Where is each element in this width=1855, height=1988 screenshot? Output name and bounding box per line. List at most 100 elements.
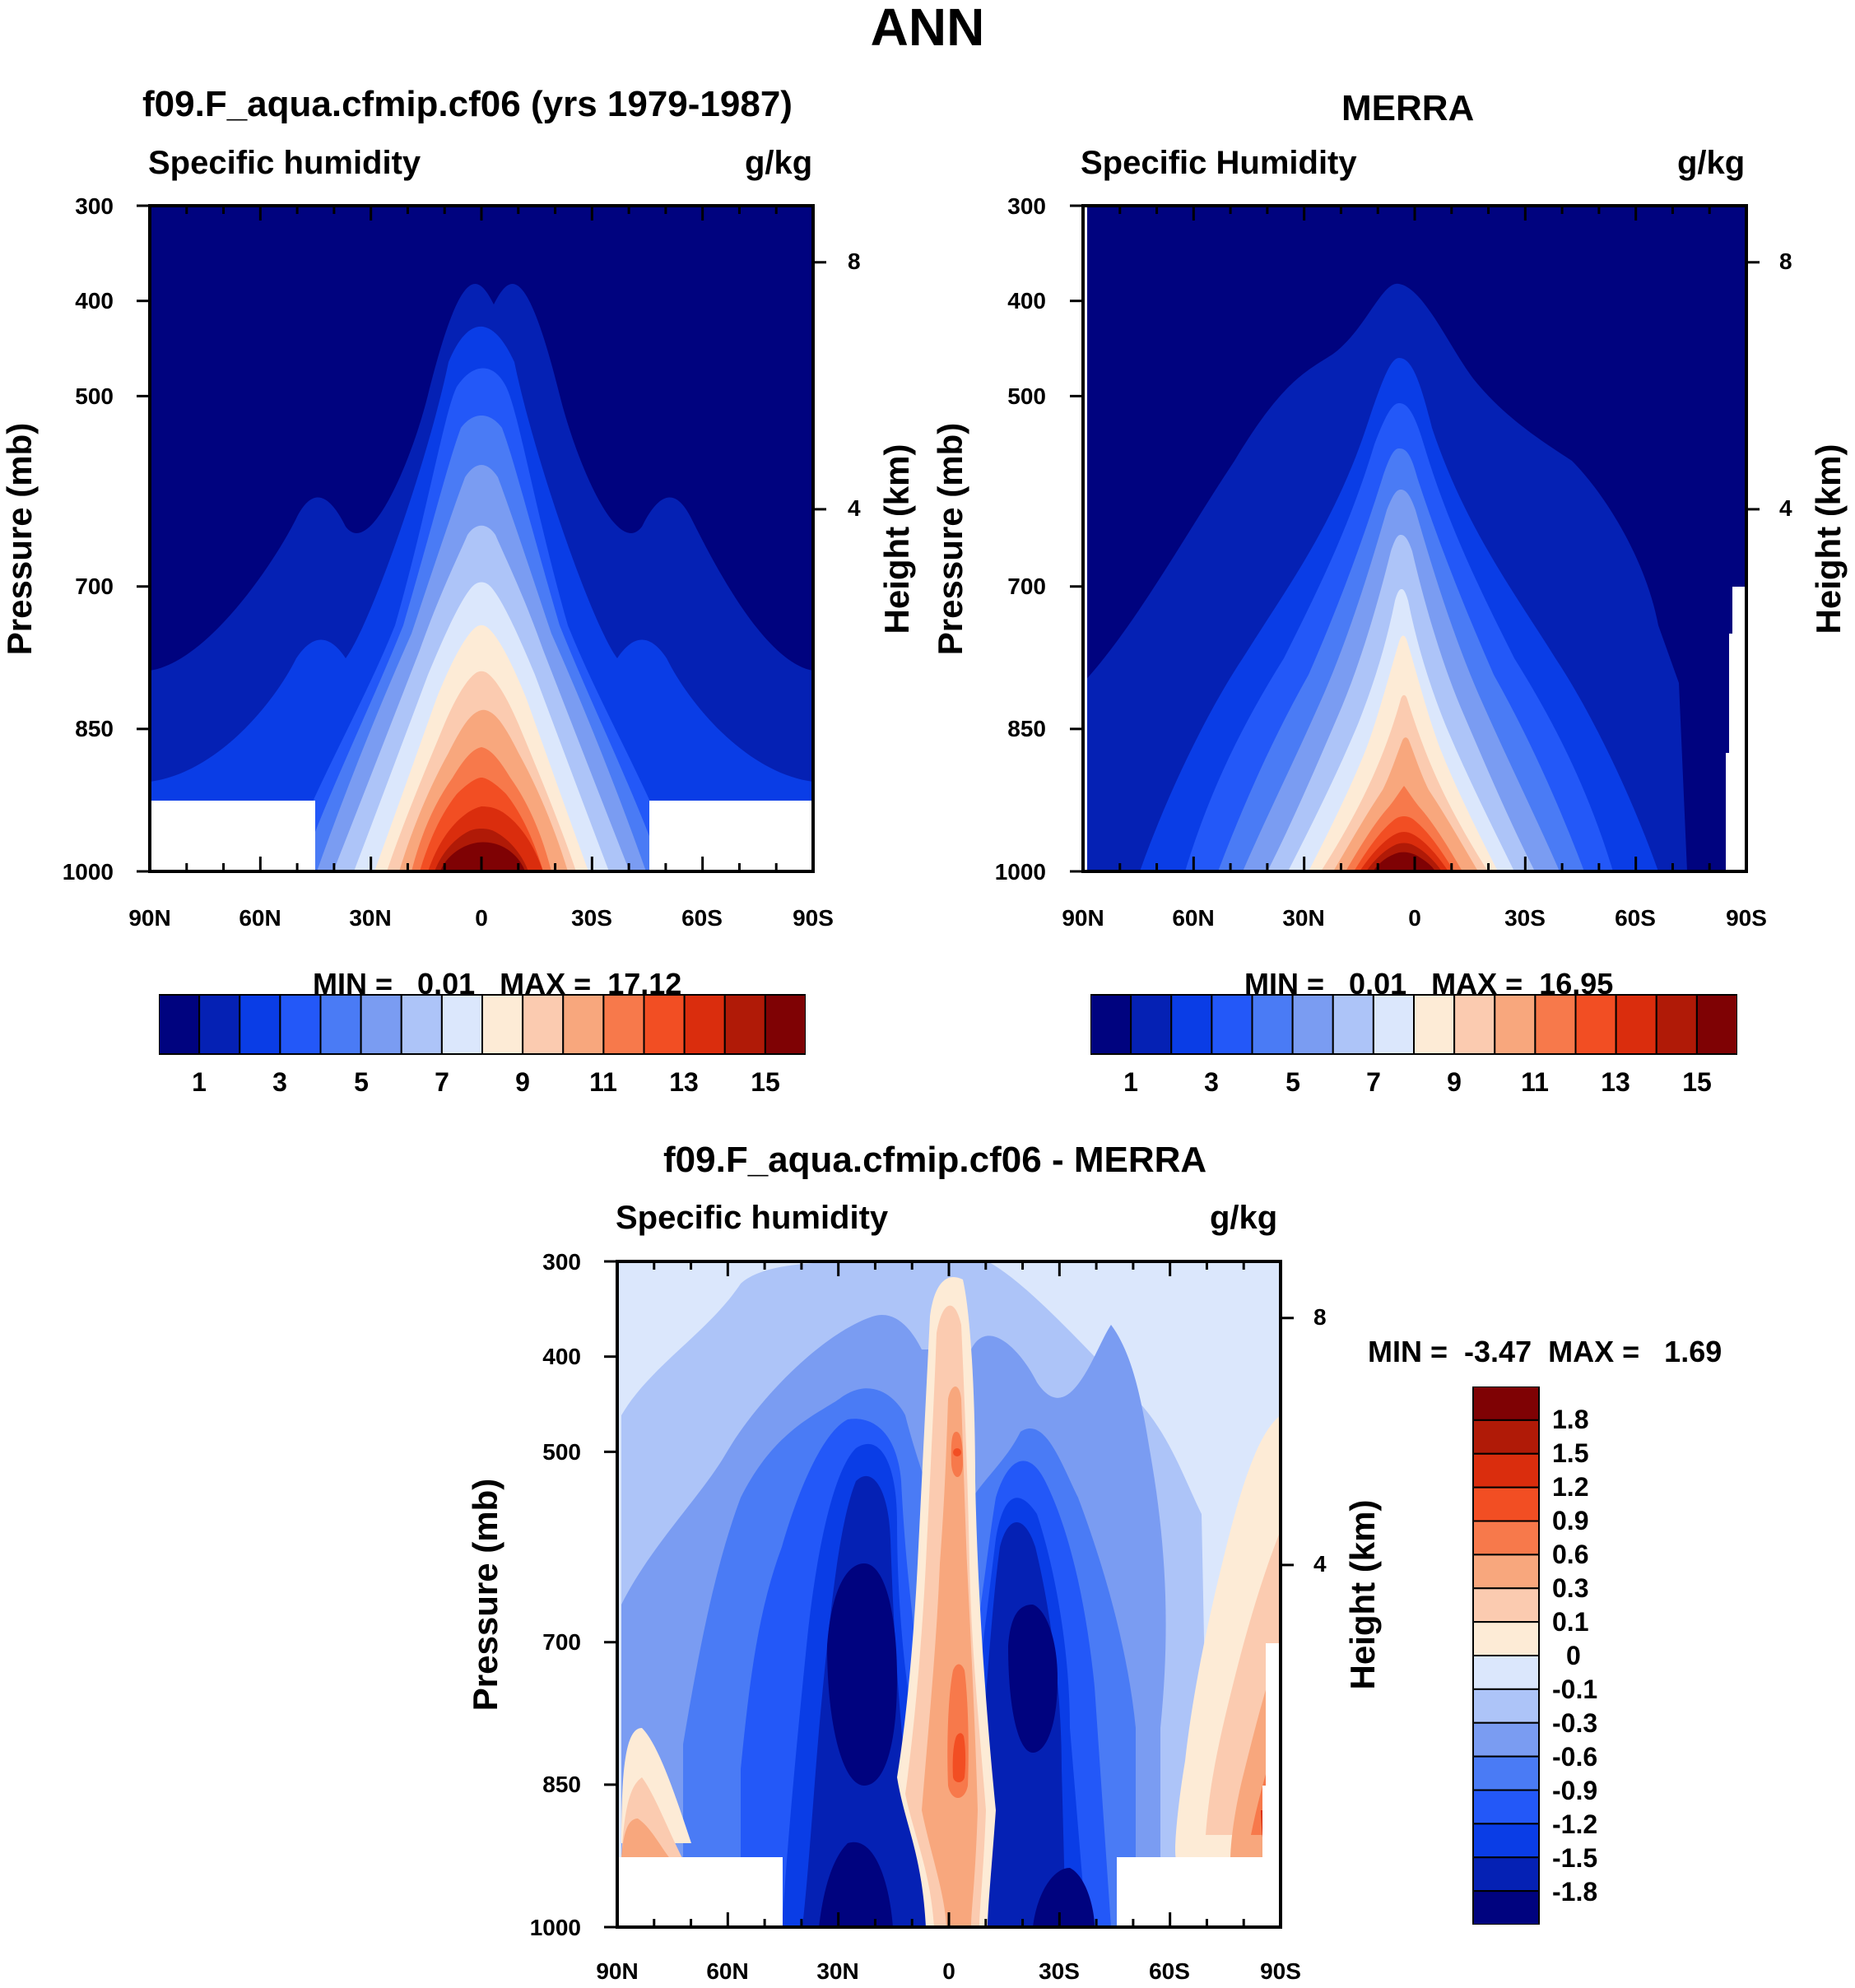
colorbar-swatch: [1453, 994, 1496, 1055]
p3-htick-4: 4: [1313, 1551, 1327, 1577]
p2-ylabel: Pressure (mb): [931, 422, 969, 656]
p2-cb-label-9: 9: [1447, 1067, 1462, 1097]
p2-xtick-90S: 90S: [1726, 905, 1767, 931]
p2-htick-8: 8: [1779, 248, 1792, 274]
p3-htick-8: 8: [1313, 1304, 1327, 1330]
p1-colorbar: [159, 994, 806, 1055]
p1-cb-label-11: 11: [589, 1067, 617, 1097]
p3-xtick-90S: 90S: [1260, 1958, 1301, 1984]
p3-xtick-90N: 90N: [596, 1958, 639, 1984]
p2-ylabel-right: Height (km): [1809, 444, 1848, 634]
panel3-title: f09.F_aqua.cfmip.cf06 - MERRA: [663, 1140, 1207, 1180]
p1-ytick-400: 400: [75, 288, 114, 314]
colorbar-swatch: [1472, 1856, 1540, 1893]
p3-max-label: MAX =: [1548, 1335, 1640, 1368]
p3-cb-label-4: 0.6: [1552, 1540, 1589, 1569]
p3-cb-label-6: 0.1: [1552, 1607, 1589, 1637]
colorbar-swatch: [400, 994, 443, 1055]
colorbar-swatch: [1291, 994, 1334, 1055]
panel3-plot: [604, 1260, 1294, 1929]
p2-cb-label-7: 7: [1366, 1067, 1381, 1097]
colorbar-swatch: [1615, 994, 1657, 1055]
p1-htick-4: 4: [848, 495, 861, 521]
colorbar-swatch: [1332, 994, 1374, 1055]
p2-htick-4: 4: [1779, 495, 1792, 521]
p3-cb-label-8: -0.1: [1552, 1674, 1598, 1704]
p3-ytick-400: 400: [542, 1344, 581, 1369]
p1-ytick-700: 700: [75, 574, 114, 599]
p3-xtick-30N: 30N: [816, 1958, 859, 1984]
colorbar-swatch: [319, 994, 362, 1055]
colorbar-swatch: [1090, 994, 1132, 1055]
colorbar-swatch: [1372, 994, 1416, 1055]
p1-ytick-1000: 1000: [62, 859, 114, 885]
p1-mask-right: [649, 801, 813, 871]
p3-cb-label-13: -1.5: [1552, 1843, 1598, 1873]
panel2-title: MERRA: [1341, 88, 1475, 128]
p2-ytick-500: 500: [1007, 383, 1046, 409]
colorbar-swatch: [1472, 1655, 1540, 1690]
colorbar-swatch: [1472, 1452, 1540, 1489]
p2-cb-label-13: 13: [1601, 1067, 1630, 1097]
p1-xtick-30S: 30S: [571, 905, 612, 931]
p1-ytick-850: 850: [75, 716, 114, 741]
p1-xtick-30N: 30N: [349, 905, 392, 931]
p1-cb-label-7: 7: [435, 1067, 449, 1097]
colorbar-swatch: [522, 994, 565, 1055]
p3-ytick-1000: 1000: [529, 1915, 581, 1940]
p3-pos-07: [953, 1448, 961, 1456]
p3-colorbar: [1472, 1386, 1540, 1925]
colorbar-swatch: [1472, 1755, 1540, 1791]
p1-cb-label-5: 5: [354, 1067, 369, 1097]
p1-ytick-300: 300: [75, 193, 114, 219]
p2-cb-label-11: 11: [1521, 1067, 1549, 1097]
p3-cb-label-12: -1.2: [1552, 1809, 1598, 1839]
colorbar-swatch: [1472, 1419, 1540, 1455]
colorbar-swatch: [1574, 994, 1617, 1055]
p1-xtick-60N: 60N: [239, 905, 281, 931]
p2-xtick-90N: 90N: [1062, 905, 1104, 931]
colorbar-swatch: [723, 994, 766, 1055]
colorbar-swatch: [1472, 1688, 1540, 1724]
p3-mask-c: [1262, 1643, 1281, 1927]
p2-cb-label-1: 1: [1123, 1067, 1138, 1097]
colorbar-swatch: [1472, 1789, 1540, 1825]
p1-cb-label-13: 13: [669, 1067, 699, 1097]
p3-ytick-500: 500: [542, 1439, 581, 1465]
p1-xtick-0: 0: [475, 905, 488, 931]
colorbar-swatch: [1472, 1890, 1540, 1925]
p3-min-label: MIN =: [1368, 1335, 1448, 1368]
p2-ytick-850: 850: [1007, 716, 1046, 741]
p3-ylabel-right: Height (km): [1343, 1499, 1382, 1690]
colorbar-swatch: [159, 994, 201, 1055]
p2-mask-left: [1083, 206, 1087, 871]
p2-ytick-300: 300: [1007, 193, 1046, 219]
colorbar-swatch: [683, 994, 726, 1055]
p2-xtick-30S: 30S: [1504, 905, 1546, 931]
colorbar-swatch: [481, 994, 524, 1055]
p3-mask-a: [617, 1857, 783, 1927]
p1-mask-left: [150, 801, 315, 871]
colorbar-swatch: [1472, 1721, 1540, 1758]
p1-htick-8: 8: [848, 248, 861, 274]
colorbar-swatch: [1472, 1621, 1540, 1657]
p2-level-15: [1373, 852, 1435, 871]
p2-cb-label-3: 3: [1204, 1067, 1219, 1097]
p3-mask-b: [1117, 1857, 1281, 1927]
p3-min-value: -3.47: [1464, 1335, 1532, 1368]
panel1-left-label: Specific humidity: [148, 145, 421, 181]
p2-xtick-30N: 30N: [1282, 905, 1325, 931]
p3-minmax: MIN = -3.47 MAX = 1.69: [1351, 1300, 1722, 1369]
p3-xtick-0: 0: [942, 1958, 955, 1984]
colorbar-swatch: [1472, 1823, 1540, 1859]
colorbar-swatch: [198, 994, 241, 1055]
p3-cb-label-10: -0.6: [1552, 1742, 1598, 1772]
p3-max-value: 1.69: [1664, 1335, 1723, 1368]
colorbar-swatch: [1494, 994, 1537, 1055]
p3-cb-label-11: -0.9: [1552, 1776, 1598, 1805]
colorbar-swatch: [1413, 994, 1456, 1055]
p2-ytick-400: 400: [1007, 288, 1046, 314]
colorbar-swatch: [279, 994, 322, 1055]
p2-mask-right: [1726, 587, 1746, 871]
p3-pos-10: [621, 1818, 671, 1860]
